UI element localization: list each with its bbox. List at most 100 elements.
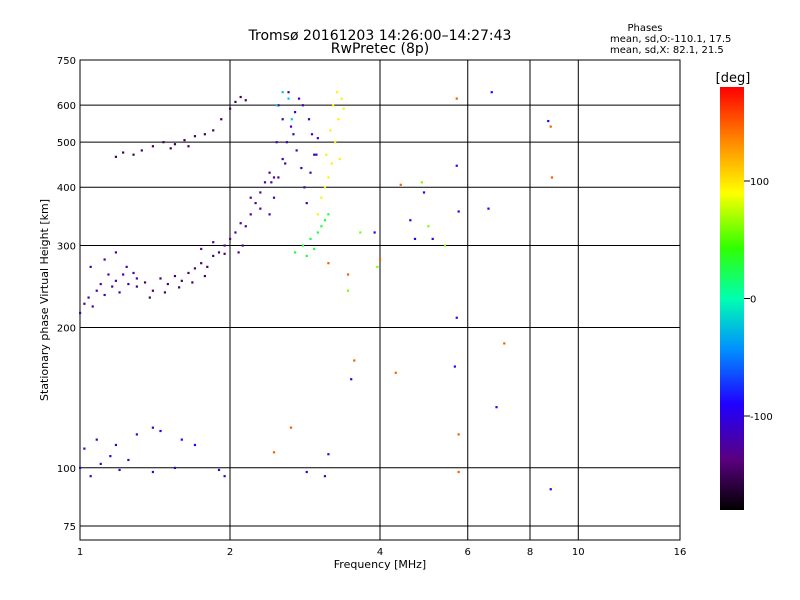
data-point [239,95,242,99]
chart-subtitle: RwPretec (8p) [331,41,429,57]
data-point [295,149,298,152]
data-point [203,274,206,278]
y-tick-label: 500 [57,138,76,149]
data-point [151,289,155,292]
data-point [272,176,276,179]
x-axis-ticks: 1 2 4 6 8 10 16 [77,547,687,558]
gridlines [80,59,680,540]
data-point [310,133,314,136]
data-point [79,311,82,315]
data-point [427,225,430,228]
data-point [327,213,330,216]
data-point [334,141,337,144]
data-point [87,296,90,299]
y-axis-ticks: 75 100 200 300 400 500 600 750 [57,56,76,533]
data-point [327,453,330,456]
data-point [159,277,162,280]
data-point [193,135,197,138]
x-tick-label: 2 [227,547,233,558]
x-tick-label: 4 [377,547,383,558]
data-point [303,186,306,189]
y-tick-label: 75 [63,522,76,533]
data-point [340,97,343,100]
data-point [281,157,284,161]
data-point [330,162,333,165]
data-point [107,273,110,276]
y-tick-label: 600 [57,101,76,112]
colorbar-ticks: 100 0 -100 [744,177,773,423]
data-point [549,125,552,128]
data-point [143,281,147,284]
data-point [293,111,297,114]
y-tick-label: 400 [57,183,76,194]
data-point [350,378,353,381]
data-point [289,125,293,128]
data-point [316,213,319,216]
data-point [285,141,288,144]
data-point [327,176,330,179]
y-tick-label: 100 [57,464,76,475]
data-point [353,359,356,362]
data-point [127,458,130,462]
data-point [373,231,376,234]
data-point [118,468,121,472]
colorbar-tick-label: 0 [750,295,756,306]
data-point [503,342,506,345]
data-point [547,119,550,123]
stats-title: Phases [627,23,662,34]
data-point [135,285,138,288]
data-point [83,302,86,305]
colorbar-label: [deg] [716,71,751,86]
x-tick-label: 10 [572,547,585,558]
data-point [336,91,339,94]
data-point [151,470,155,474]
data-point [239,222,242,225]
data-point [162,141,165,144]
data-point [79,466,82,470]
data-point [180,279,183,282]
data-point [431,237,434,241]
data-point [323,219,327,222]
data-point [83,447,86,450]
y-tick-label: 750 [57,56,76,67]
data-point [495,406,498,409]
data-point [305,470,308,474]
data-point [223,475,226,478]
data-point [114,155,118,158]
data-point [549,488,552,491]
data-point [297,97,301,100]
data-point [212,129,215,132]
data-point [342,107,345,110]
data-point [399,183,402,186]
data-point [277,104,280,107]
data-point [313,153,316,156]
data-points [79,91,554,491]
data-point [220,118,223,121]
data-point [91,305,94,308]
data-point [457,433,460,436]
data-point [309,171,312,174]
data-point [193,443,197,447]
data-point [99,282,102,286]
data-point [125,265,128,268]
data-point [229,237,232,241]
data-point [313,247,316,251]
data-point [305,202,308,205]
data-point [180,438,183,441]
data-point [346,273,350,276]
data-point [159,429,162,433]
data-point [118,291,121,294]
data-point [320,225,323,228]
data-point [127,282,130,286]
data-point [270,181,273,184]
data-point [275,104,278,107]
data-point [99,462,102,466]
data-point [109,455,112,458]
data-point [177,286,181,289]
data-point [379,258,382,261]
data-point [320,196,323,199]
y-tick-label: 200 [57,324,76,335]
x-tick-label: 1 [77,547,83,558]
data-point [316,231,319,234]
